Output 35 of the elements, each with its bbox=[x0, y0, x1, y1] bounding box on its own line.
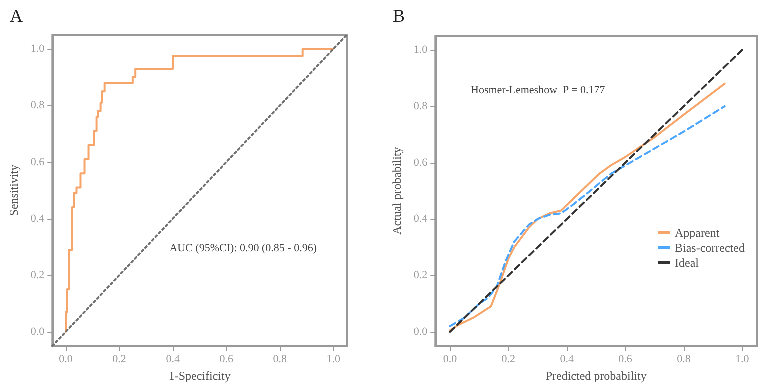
x-tick-label: 1.0 bbox=[326, 354, 341, 366]
y-tick-label: 0.2 bbox=[30, 269, 45, 282]
y-tick-label: 0.2 bbox=[414, 270, 428, 282]
x-axis-title: 1-Specificity bbox=[168, 369, 231, 383]
x-tick-label: 0.0 bbox=[59, 354, 74, 366]
y-tick-label: 0.6 bbox=[414, 156, 428, 169]
legend-label: Ideal bbox=[675, 256, 700, 270]
x-tick-label: 0.8 bbox=[273, 354, 288, 366]
x-tick-label: 0.6 bbox=[618, 354, 633, 366]
x-tick-label: 0.6 bbox=[220, 354, 234, 366]
chart-title: B bbox=[393, 6, 406, 26]
x-tick-label: 0.2 bbox=[112, 354, 126, 366]
x-tick-label: 0.4 bbox=[166, 354, 180, 366]
y-tick-label: 1.0 bbox=[414, 44, 428, 56]
x-tick-label: 0.4 bbox=[560, 354, 574, 366]
annotation: Hosmer-Lemeshow P = 0.177 bbox=[471, 84, 606, 96]
x-tick-label: 1.0 bbox=[736, 354, 750, 366]
chart-title: A bbox=[10, 6, 23, 26]
y-tick-label: 1.0 bbox=[30, 43, 46, 56]
y-tick-label: 0.6 bbox=[30, 156, 46, 168]
y-axis-title: Actual probability bbox=[390, 147, 404, 235]
x-tick-label: 0.8 bbox=[677, 354, 692, 366]
annotation: AUC (95%CI): 0.90 (0.85 - 0.96) bbox=[170, 242, 318, 254]
y-tick-label: 0.0 bbox=[414, 326, 428, 338]
x-axis-title: Predicted probability bbox=[546, 369, 647, 383]
y-tick-label: 0.8 bbox=[30, 100, 46, 112]
x-tick-label: 0.0 bbox=[443, 354, 458, 366]
x-tick-label: 0.2 bbox=[502, 354, 516, 366]
y-tick-label: 0.8 bbox=[414, 100, 428, 112]
legend-label: Bias-corrected bbox=[675, 241, 745, 255]
y-tick-label: 0.0 bbox=[30, 326, 46, 338]
y-tick-label: 0.4 bbox=[414, 213, 428, 226]
y-axis-title: Sensitivity bbox=[7, 164, 21, 216]
y-tick-label: 0.4 bbox=[30, 212, 46, 225]
legend-label: Apparent bbox=[675, 226, 720, 240]
